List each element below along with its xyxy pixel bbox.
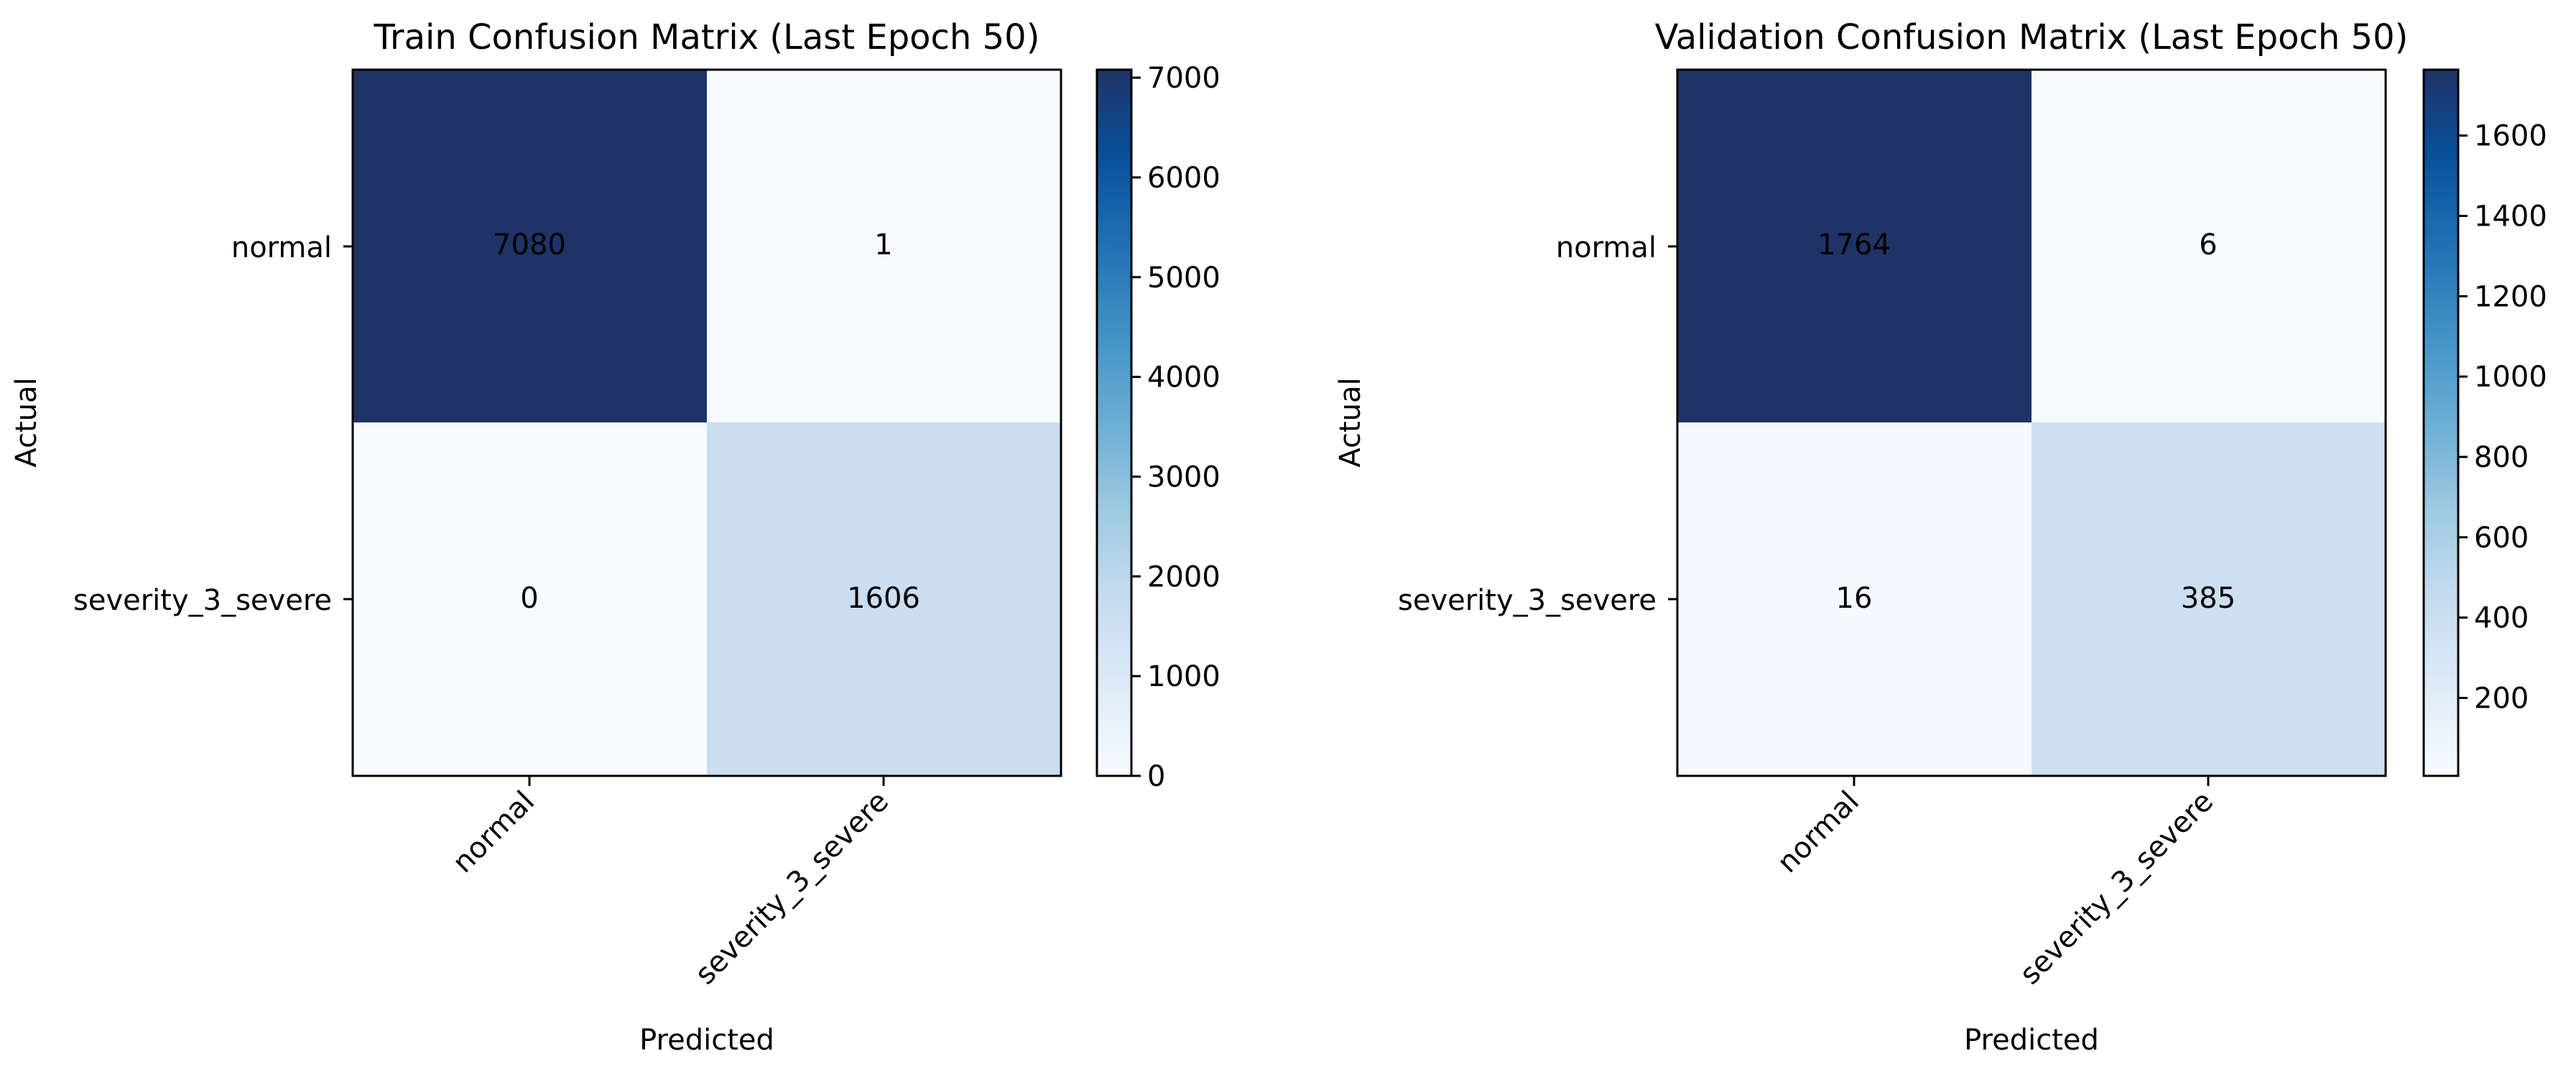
validation-title: Validation Confusion Matrix (Last Epoch … [1655,17,2409,57]
train-cell-severe-normal [353,422,707,776]
train-y-axis: normal severity_3_severe Actual [10,231,353,617]
validation-cell-normal-severe [2031,70,2386,422]
validation-x-tick-normal: normal [1771,785,1866,880]
train-colorbar-tick-label: 7000 [1147,62,1220,95]
validation-colorbar-tick-label: 200 [2474,682,2529,716]
validation-cell-labels: 1764 6 16 385 [1817,228,2236,615]
validation-colorbar-tick-label: 1000 [2474,361,2547,394]
validation-y-tick-severe: severity_3_severe [1398,584,1657,617]
train-cell-label-normal-normal: 7080 [493,228,566,261]
train-cell-label-normal-severe: 1 [874,228,892,261]
train-y-tick-normal: normal [231,231,332,264]
validation-cell-label-normal-severe: 6 [2199,228,2217,261]
train-cell-label-severe-severe: 1606 [847,582,920,615]
train-colorbar-tick-label: 1000 [1147,660,1220,693]
validation-x-axis: normal severity_3_severe Predicted [1771,776,2220,1057]
validation-cell-severe-severe [2031,422,2386,776]
validation-x-axis-label: Predicted [1964,1024,2099,1057]
validation-colorbar-tick-label: 1400 [2474,200,2547,233]
train-title: Train Confusion Matrix (Last Epoch 50) [374,17,1040,57]
validation-colorbar-tick-label: 1600 [2474,120,2547,153]
validation-y-tick-normal: normal [1556,231,1657,264]
validation-matrix-frame [1676,68,2387,777]
train-colorbar-tick-label: 4000 [1147,361,1220,394]
validation-cell-label-normal-normal: 1764 [1817,228,1891,261]
train-cell-normal-normal [353,70,707,422]
validation-colorbar-tick-label: 1200 [2474,280,2547,313]
train-cell-labels: 7080 1 0 1606 [493,228,920,615]
validation-y-axis: normal severity_3_severe Actual [1334,231,1677,617]
train-cell-severe-severe [707,422,1061,776]
train-x-axis-label: Predicted [639,1024,774,1057]
train-y-axis-label: Actual [10,377,43,467]
validation-y-axis-label: Actual [1334,377,1367,467]
validation-colorbar-tick-label: 400 [2474,602,2529,635]
train-colorbar-tick-label: 3000 [1147,460,1220,494]
train-cell-normal-severe [707,70,1061,422]
train-colorbar-tick-label: 0 [1147,760,1165,793]
validation-x-tick-severe: severity_3_severe [2014,785,2220,991]
validation-cell-label-severe-normal: 16 [1836,582,1873,615]
train-matrix-frame [351,68,1062,777]
train-colorbar-tick-label: 2000 [1147,560,1220,593]
validation-heatmap-cells [1677,70,2386,776]
validation-colorbar-tick-label: 800 [2474,441,2529,474]
validation-colorbar-tick-label: 600 [2474,522,2529,555]
train-colorbar-tick-label: 6000 [1147,162,1220,195]
train-x-tick-normal: normal [446,785,541,880]
train-confusion-panel: Train Confusion Matrix (Last Epoch 50) 7… [10,17,1220,1057]
train-x-tick-severe: severity_3_severe [689,785,895,991]
train-heatmap-cells [353,70,1061,776]
train-x-axis: normal severity_3_severe Predicted [446,776,895,1057]
validation-cell-severe-normal [1677,422,2031,776]
validation-colorbar: 200 400 600 800 1000 1200 1400 1600 [2422,68,2547,777]
train-colorbar: 0 1000 2000 3000 4000 5000 6000 7000 [1095,62,1220,793]
validation-cell-label-severe-severe: 385 [2181,582,2236,615]
train-cell-label-severe-normal: 0 [520,582,538,615]
train-colorbar-tick-label: 5000 [1147,261,1220,295]
validation-confusion-panel: Validation Confusion Matrix (Last Epoch … [1334,17,2547,1057]
train-y-tick-severe: severity_3_severe [73,584,332,617]
validation-cell-normal-normal [1677,70,2031,422]
